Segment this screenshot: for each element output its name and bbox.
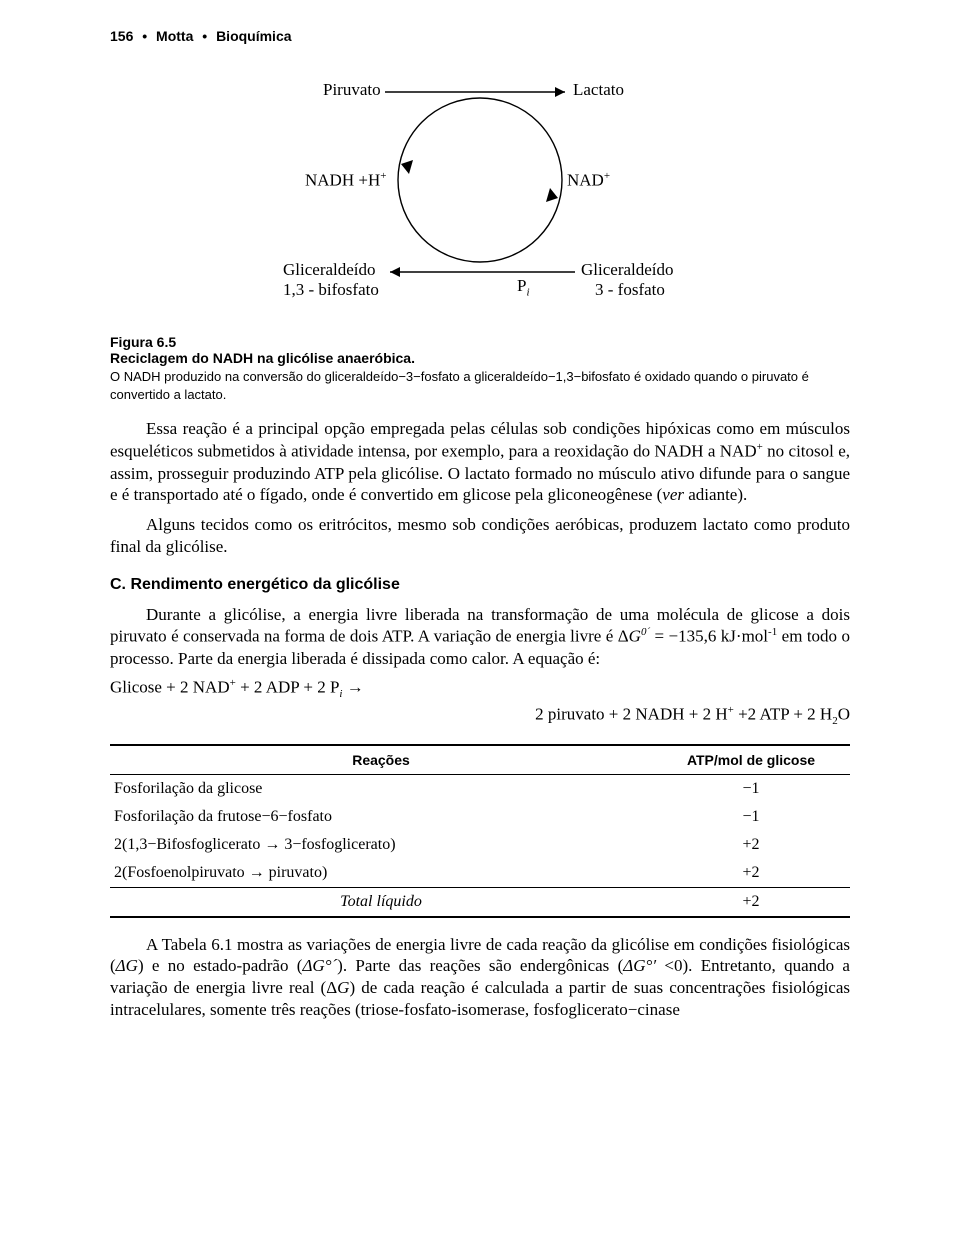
bullet-icon: • [142,28,147,44]
p1-c: ver [662,485,684,504]
label-piruvato: Piruvato [323,80,381,100]
page: 156 • Motta • Bioquímica Piruvato Lactat… [0,0,960,1250]
g13-line1: Gliceraldeído [283,260,376,279]
table-total-val: +2 [652,887,850,917]
label-nad: NAD+ [567,170,610,191]
table-row-total: Total líquido +2 [110,887,850,917]
paragraph-3: Durante a glicólise, a energia livre lib… [110,604,850,670]
paragraph-1: Essa reação é a principal opção empregad… [110,418,850,506]
running-header: 156 • Motta • Bioquímica [110,28,850,44]
table-cell-reac: 2(1,3−Bifosfoglicerato → 3−fosfoglicerat… [110,831,652,859]
caption-title: Figura 6.5 [110,334,850,350]
eq2-b: +2 ATP + 2 H [734,705,832,724]
g13-line2: 1,3 - bifosfato [283,280,379,299]
paragraph-2: Alguns tecidos como os eritrócitos, mesm… [110,514,850,558]
p3-b: G [629,627,641,646]
p3-sup0: 0´ [641,626,650,638]
table-row: 2(1,3−Bifosfoglicerato → 3−fosfoglicerat… [110,831,850,859]
table-header-reactions: Reações [110,745,652,775]
g3-line2: 3 - fosfato [581,280,665,299]
header-subject: Bioquímica [216,28,291,44]
pi-sub: i [526,286,529,298]
label-lactato: Lactato [573,80,624,100]
nadh-cycle-diagram: Piruvato Lactato NADH +H+ NAD+ Glicerald… [265,62,695,322]
p1-a: Essa reação é a principal opção empregad… [110,419,850,460]
label-g13bp: Gliceraldeído 1,3 - bifosfato [283,260,379,299]
p4-c: ) e no estado-padrão ( [138,956,303,975]
nad-sup: + [604,170,610,182]
header-author: Motta [156,28,193,44]
label-pi: Pi [517,276,530,298]
table-cell-reac: Fosforilação da glicose [110,774,652,803]
nadh-text: NADH +H [305,171,380,190]
table-row: Fosforilação da frutose−6−fosfato −1 [110,803,850,831]
eq2-a: 2 piruvato + 2 NADH + 2 H [535,705,727,724]
table-cell-val: −1 [652,774,850,803]
p3-supm1: -1 [768,626,777,638]
eq1-a: Glicose + 2 NAD [110,678,230,697]
eq2-c: O [838,705,850,724]
eq1-c: → [342,678,363,697]
table-cell-val: +2 [652,859,850,888]
p3-c: = −135,6 kJ·mol [650,627,768,646]
table-header-atp: ATP/mol de glicose [652,745,850,775]
g3-line1: Gliceraldeído [581,260,674,279]
paragraph-4: A Tabela 6.1 mostra as variações de ener… [110,934,850,1021]
figure-caption: Figura 6.5 Reciclagem do NADH na glicóli… [110,334,850,404]
equation-line-1: Glicose + 2 NAD+ + 2 ADP + 2 Pi → [110,677,850,700]
table-row: Fosforilação da glicose −1 [110,774,850,803]
nad-text: NAD [567,171,604,190]
label-g3p: Gliceraldeído 3 - fosfato [581,260,674,299]
p4-f: ΔG°′ [623,956,656,975]
section-heading: C. Rendimento energético da glicólise [110,576,850,594]
bullet-icon: • [202,28,207,44]
table-cell-val: −1 [652,803,850,831]
p4-b: ΔG [116,956,138,975]
table-cell-reac: 2(Fosfoenolpiruvato → piruvato) [110,859,652,888]
caption-body: O NADH produzido na conversão do glicera… [110,368,850,404]
nadh-sup: + [380,170,386,182]
table-row: 2(Fosfoenolpiruvato → piruvato) +2 [110,859,850,888]
eq1-b: + 2 ADP + 2 P [236,678,340,697]
p4-d: ΔG°´ [302,956,337,975]
table-cell-reac: Fosforilação da frutose−6−fosfato [110,803,652,831]
p1-d: adiante). [684,485,747,504]
page-number: 156 [110,28,133,44]
table-total-label: Total líquido [340,893,422,910]
atp-yield-table: Reações ATP/mol de glicose Fosforilação … [110,744,850,918]
label-nadh: NADH +H+ [305,170,386,191]
p4-e: ). Parte das reações são endergônicas ( [337,956,623,975]
p4-h: G [337,978,349,997]
equation-line-2: 2 piruvato + 2 NADH + 2 H+ +2 ATP + 2 H2… [110,704,850,727]
table-cell-val: +2 [652,831,850,859]
caption-subtitle: Reciclagem do NADH na glicólise anaeróbi… [110,350,850,366]
